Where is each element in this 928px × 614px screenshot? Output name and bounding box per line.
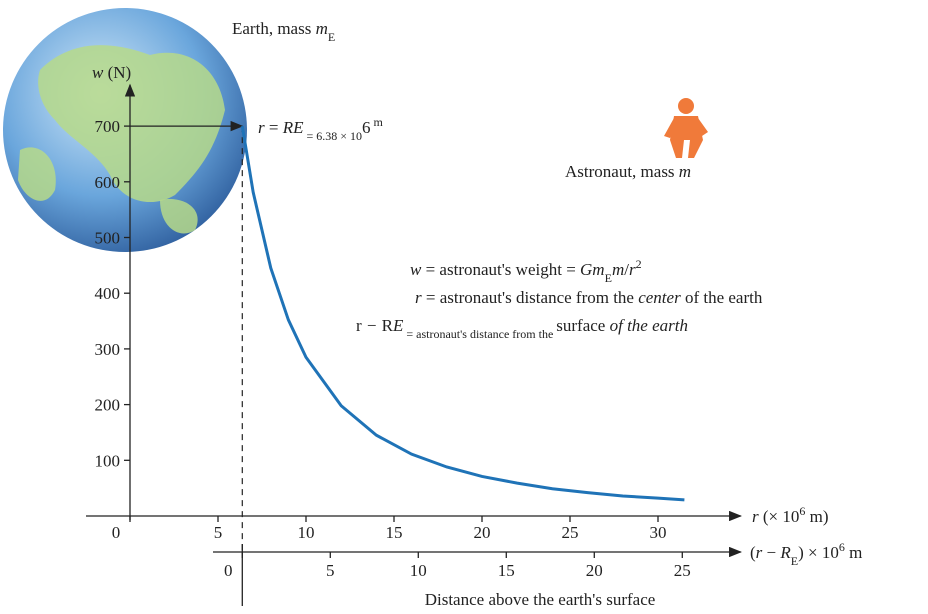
y-tick-label: 600 [95, 173, 121, 192]
x2-axis-label-part: r [756, 543, 763, 562]
astronaut-label-part: m [679, 162, 691, 181]
x2-tick-label: 15 [498, 561, 515, 580]
legend-line-part: = astronaut's weight = [421, 260, 580, 279]
x2-tick-label: 0 [224, 561, 233, 580]
y-tick-label: 500 [95, 229, 121, 248]
x2-axis-label-part: 6 [839, 540, 845, 554]
weight-curve [240, 125, 685, 502]
legend-line-part: of the earth [605, 316, 688, 335]
x-tick-label: 0 [112, 523, 121, 542]
x2-tick-label: 20 [586, 561, 603, 580]
x2-tick-label: 5 [326, 561, 335, 580]
legend-line-part: E [605, 271, 612, 285]
earth-label-part: E [328, 30, 335, 44]
x-axis-label-part: (× 10 [759, 507, 800, 526]
legend-line-part: − [362, 316, 382, 335]
radius-label-part: = 6.38 × 10 [304, 129, 363, 143]
y-tick-label: 400 [95, 284, 121, 303]
x2-axis-label-part: R [779, 543, 791, 562]
x2-tick-label: 10 [410, 561, 427, 580]
earth-globe [3, 8, 247, 252]
y-axis-label-part: (N) [103, 63, 131, 82]
y-tick-label: 100 [95, 451, 121, 470]
x-axis-label-part: r [752, 507, 759, 526]
radius-label: r = RE = 6.38 × 106 m [258, 115, 384, 143]
x-tick-label: 5 [214, 523, 223, 542]
x-axis-label-part: 6 [799, 504, 805, 518]
x-axis-label-part: m) [805, 507, 828, 526]
legend-line-part: r [629, 260, 636, 279]
legend-line-part: = astronaut's distance from the [422, 288, 639, 307]
radius-label-part: 6 [362, 118, 371, 137]
x2-axis-label-part: ( [750, 543, 756, 562]
radius-label-part: r [258, 118, 265, 137]
x2-axis-label-part: − [762, 543, 780, 562]
x-axis-label: r (× 106 m) [752, 504, 829, 526]
x-tick-label: 20 [474, 523, 491, 542]
x-tick-label: 25 [562, 523, 579, 542]
x2-tick-label: 25 [674, 561, 691, 580]
y-axis-label-part: w [92, 63, 104, 82]
legend-line-part: r [415, 288, 422, 307]
y-axis-label: w (N) [92, 63, 131, 82]
earth-label-part: m [316, 19, 328, 38]
x2-title: Distance above the earth's surface [425, 590, 656, 609]
y-tick-label: 300 [95, 340, 121, 359]
y-tick-label: 700 [95, 117, 121, 136]
astronaut-label: Astronaut, mass m [565, 162, 691, 181]
legend-line-part: = astronaut's distance from the [403, 327, 556, 341]
x-tick-label: 15 [386, 523, 403, 542]
legend-line-part: 2 [636, 257, 642, 271]
radius-label-part: R [282, 118, 294, 137]
legend-line-part: surface [556, 316, 605, 335]
legend-line-part: r [356, 316, 362, 335]
x2-axis-label-part: m [845, 543, 862, 562]
legend-line-part: of the earth [681, 288, 763, 307]
legend-line-part: m [612, 260, 624, 279]
x-tick-label: 30 [650, 523, 667, 542]
legend-line-part: E [392, 316, 404, 335]
x2-axis-label-part: ) × 10 [798, 543, 839, 562]
earth-label-part: Earth, mass [232, 19, 316, 38]
astronaut-icon [664, 98, 708, 158]
radius-label-part: = [265, 118, 283, 137]
legend-line-part: Gm [580, 260, 605, 279]
x2-axis-label: (r − RE) × 106 m [750, 540, 862, 568]
legend-line: r = astronaut's distance from the center… [415, 288, 763, 307]
legend-line: w = astronaut's weight = GmEm/r2 [410, 257, 642, 285]
legend-line: r − RE = astronaut's distance from the s… [356, 316, 688, 341]
radius-label-part: m [371, 115, 384, 129]
astronaut-label-part: Astronaut, mass [565, 162, 679, 181]
legend-line-part: R [382, 316, 394, 335]
legend-line-part: center [638, 288, 681, 307]
earth-label: Earth, mass mE [232, 19, 335, 44]
x2-axis-label-part: E [791, 554, 798, 568]
x-tick-label: 10 [298, 523, 315, 542]
legend-line-part: / [624, 260, 629, 279]
radius-label-part: E [292, 118, 304, 137]
y-tick-label: 200 [95, 396, 121, 415]
legend-line-part: w [410, 260, 422, 279]
